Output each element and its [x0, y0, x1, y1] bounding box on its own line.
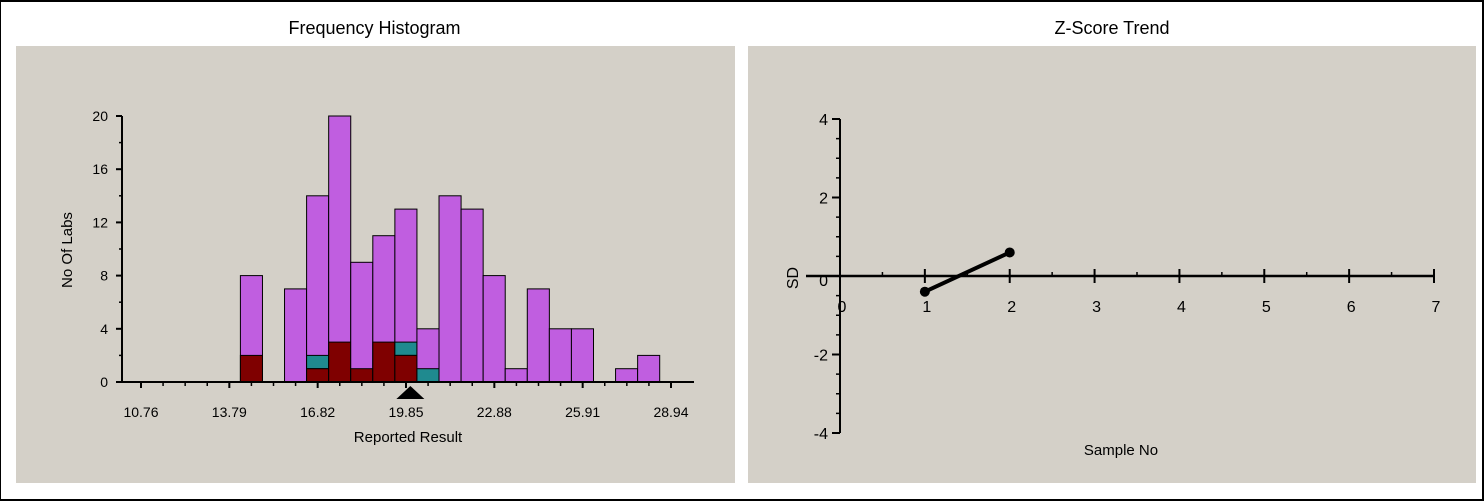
zscore-y-tick-label: -2	[814, 348, 828, 365]
histogram-y-tick-label: 12	[92, 214, 108, 230]
zscore-title: Z-Score Trend	[1054, 18, 1170, 38]
zscore-y-tick-label: 0	[819, 273, 828, 290]
zscore-x-tick-label: 1	[922, 299, 931, 316]
zscore-x-tick-label: 4	[1177, 299, 1186, 316]
histogram-target-marker	[396, 386, 425, 399]
zscore-x-tick-label: 6	[1347, 299, 1356, 316]
zscore-x-tick-label: 0	[838, 299, 847, 316]
histogram-y-axis-label: No Of Labs	[59, 212, 76, 288]
zscore-x-tick-label: 5	[1262, 299, 1271, 316]
zscore-y-axis-label: SD	[785, 267, 802, 289]
zscore-x-tick-label: 7	[1432, 299, 1441, 316]
histogram-x-tick-label: 13.79	[212, 404, 247, 420]
histogram-y-tick-label: 4	[100, 321, 108, 337]
histogram-x-tick-label: 22.88	[477, 404, 512, 420]
histogram-x-axis-label: Reported Result	[354, 429, 463, 446]
histogram-x-tick-label: 28.94	[653, 404, 688, 420]
zscore-y-tick-label: 2	[819, 191, 828, 208]
histogram-x-tick-label: 16.82	[300, 404, 335, 420]
zscore-x-axis-label: Sample No	[1084, 442, 1158, 459]
zscore-data-point	[919, 286, 930, 297]
histogram-y-tick-label: 0	[100, 374, 108, 390]
zscore-y-tick-label: -4	[814, 426, 828, 443]
histogram-x-tick-label: 19.85	[388, 404, 423, 420]
histogram-x-tick-label: 25.91	[565, 404, 600, 420]
zscore-data-point	[1004, 247, 1015, 258]
histogram-title: Frequency Histogram	[288, 18, 461, 38]
histogram-x-tick-label: 10.76	[123, 404, 158, 420]
zscore-y-tick-label: 4	[819, 112, 828, 129]
zscore-x-tick-label: 2	[1007, 299, 1016, 316]
zscore-x-tick-label: 3	[1092, 299, 1101, 316]
zscore-plot-area	[748, 46, 1476, 483]
histogram-y-tick-label: 16	[92, 161, 108, 177]
zscore-series-line	[924, 250, 1011, 294]
histogram-y-tick-label: 8	[100, 268, 108, 284]
histogram-y-tick-label: 20	[92, 108, 108, 124]
